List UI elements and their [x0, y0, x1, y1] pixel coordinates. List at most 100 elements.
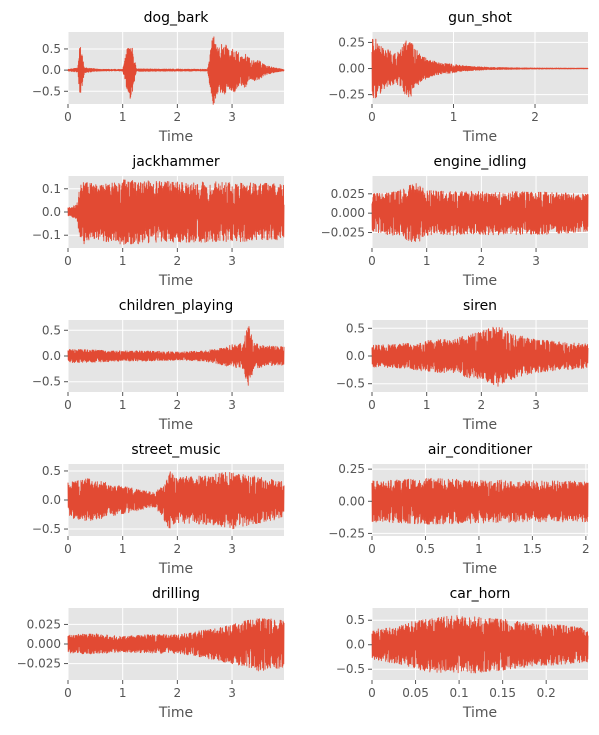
y-tick-label: 0.5	[42, 323, 61, 337]
x-tick-label: 3	[228, 254, 236, 268]
x-tick-label: 0.05	[402, 686, 429, 700]
x-axis-label: Time	[462, 273, 497, 289]
x-tick-label: 1	[119, 398, 127, 412]
x-tick-label: 0	[64, 110, 72, 124]
y-tick-label: −0.025	[321, 226, 365, 240]
y-tick-label: 0.5	[42, 42, 61, 56]
x-tick-label: 2	[174, 398, 182, 412]
x-tick-label: 3	[532, 254, 540, 268]
y-tick-label: 0.0	[42, 205, 61, 219]
x-axis-label: Time	[158, 705, 193, 721]
waveform-line	[371, 477, 589, 525]
x-tick-label: 2	[478, 254, 486, 268]
x-tick-label: 0	[64, 686, 72, 700]
x-tick-label: 1	[475, 542, 483, 556]
waveform-line	[371, 183, 589, 242]
waveform-line	[67, 326, 285, 386]
x-tick-label: 2	[478, 398, 486, 412]
x-tick-label: 0	[368, 110, 376, 124]
x-tick-label: 0	[64, 398, 72, 412]
x-tick-label: 0	[368, 686, 376, 700]
y-tick-label: 0.0	[346, 638, 365, 652]
y-tick-label: 0.00	[338, 494, 365, 508]
waveform-line	[67, 618, 285, 672]
x-tick-label: 3	[228, 542, 236, 556]
subplot-drilling: 0 1 2 3 −0.025 0.000 0.025 Time drilling	[17, 586, 285, 721]
subplot-air_conditioner: 0 0.5 1 1.5 2 −0.25 0.00 0.25 Time air_conditione…	[328, 442, 589, 577]
x-tick-label: 1	[119, 686, 127, 700]
x-tick-label: 2	[174, 110, 182, 124]
x-tick-label: 0	[368, 254, 376, 268]
x-tick-label: 1	[423, 398, 431, 412]
y-tick-label: −0.025	[17, 657, 61, 671]
x-axis-label: Time	[462, 705, 497, 721]
y-tick-label: 0.25	[338, 35, 365, 49]
y-tick-label: 0.0	[42, 349, 61, 363]
y-tick-label: −0.25	[328, 88, 365, 102]
x-tick-label: 0.15	[489, 686, 516, 700]
y-tick-label: −0.5	[336, 377, 365, 391]
x-tick-label: 3	[228, 398, 236, 412]
x-tick-label: 1.5	[523, 542, 542, 556]
x-tick-label: 0.1	[450, 686, 469, 700]
x-tick-label: 3	[228, 686, 236, 700]
x-tick-label: 2	[531, 110, 539, 124]
y-tick-label: −0.25	[328, 526, 365, 540]
x-tick-label: 2	[174, 542, 182, 556]
subplot-car_horn: 0 0.05 0.1 0.15 0.2 −0.5 0.0 0.5 Time car_horn	[336, 586, 589, 721]
x-tick-label: 3	[532, 398, 540, 412]
subplot-engine_idling: 0 1 2 3 −0.025 0.000 0.025 Time engine_idling	[321, 154, 589, 289]
x-tick-label: 0	[368, 542, 376, 556]
y-tick-label: −0.5	[336, 662, 365, 676]
y-tick-label: 0.25	[338, 462, 365, 476]
y-tick-label: 0.5	[346, 321, 365, 335]
y-tick-label: −0.5	[32, 522, 61, 536]
subplot-jackhammer: 0 1 2 3 −0.1 0.0 0.1 Time jackhammer	[32, 154, 285, 289]
subplot-title: car_horn	[450, 586, 511, 602]
y-tick-label: −0.1	[32, 228, 61, 242]
subplot-children_playing: 0 1 2 3 −0.5 0.0 0.5 Time children_playing	[32, 298, 285, 433]
y-tick-label: 0.1	[42, 182, 61, 196]
y-tick-label: 0.0	[346, 349, 365, 363]
subplot-siren: 0 1 2 3 −0.5 0.0 0.5 Time siren	[336, 298, 589, 433]
x-tick-label: 1	[450, 110, 458, 124]
y-tick-label: −0.5	[32, 84, 61, 98]
waveform-line	[371, 615, 589, 674]
x-tick-label: 0	[64, 542, 72, 556]
x-axis-label: Time	[158, 417, 193, 433]
x-tick-label: 0	[368, 398, 376, 412]
x-tick-label: 1	[119, 542, 127, 556]
subplot-title: dog_bark	[144, 10, 210, 26]
x-tick-label: 2	[174, 254, 182, 268]
waveform-line	[67, 179, 285, 245]
y-tick-label: 0.000	[27, 637, 61, 651]
subplot-title: drilling	[152, 586, 200, 602]
x-tick-label: 2	[582, 542, 590, 556]
waveform-line	[371, 38, 589, 99]
subplot-title: engine_idling	[433, 154, 526, 170]
x-axis-label: Time	[158, 129, 193, 145]
y-tick-label: −0.5	[32, 375, 61, 389]
x-axis-label: Time	[462, 129, 497, 145]
subplot-title: air_conditioner	[428, 442, 533, 458]
y-tick-label: 0.025	[331, 187, 365, 201]
x-tick-label: 0.2	[537, 686, 556, 700]
y-tick-label: 0.0	[42, 63, 61, 77]
y-tick-label: 0.000	[331, 206, 365, 220]
y-tick-label: 0.5	[42, 464, 61, 478]
subplot-title: siren	[463, 298, 497, 314]
subplot-title: street_music	[131, 442, 220, 458]
subplot-gun_shot: 0 1 2 −0.25 0.00 0.25 Time gun_shot	[328, 10, 589, 145]
x-tick-label: 1	[119, 110, 127, 124]
x-tick-label: 1	[119, 254, 127, 268]
x-tick-label: 1	[423, 254, 431, 268]
subplot-title: gun_shot	[448, 10, 512, 26]
subplot-title: children_playing	[119, 298, 233, 314]
x-axis-label: Time	[462, 561, 497, 577]
subplot-street_music: 0 1 2 3 −0.5 0.0 0.5 Time street_music	[32, 442, 285, 577]
subplot-title: jackhammer	[131, 154, 220, 170]
x-tick-label: 2	[174, 686, 182, 700]
y-tick-label: 0.00	[338, 62, 365, 76]
subplot-dog_bark: 0 1 2 3 −0.5 0.0 0.5 Time dog_bark	[32, 10, 285, 145]
